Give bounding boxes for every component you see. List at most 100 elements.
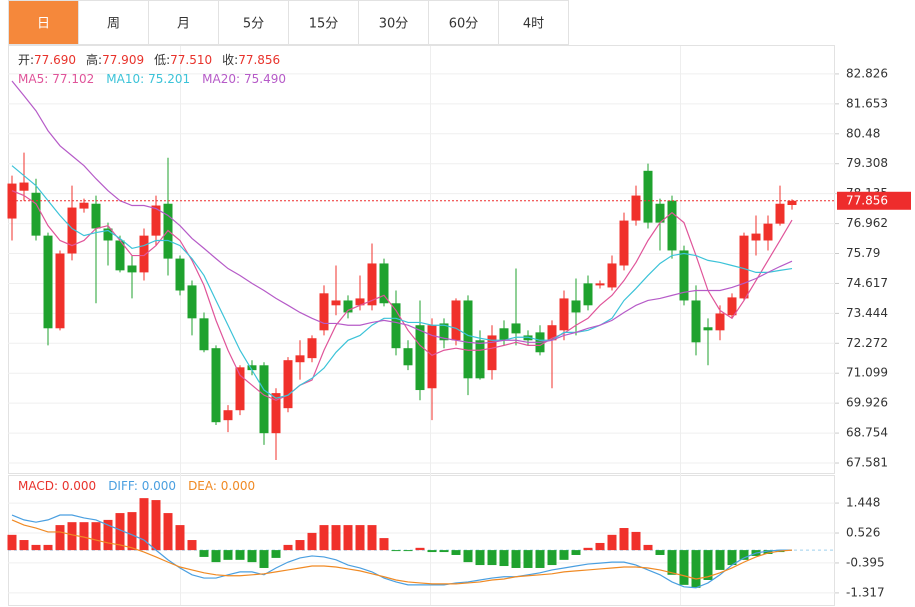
tab-label[interactable]: 30分 bbox=[379, 17, 409, 32]
candle-body bbox=[343, 300, 353, 313]
last-price-label: 77.856 bbox=[846, 193, 888, 207]
candle-body bbox=[43, 235, 53, 329]
indicator-line bbox=[11, 165, 793, 399]
macd-bar bbox=[259, 550, 269, 568]
macd-bar bbox=[631, 531, 641, 551]
tab-label[interactable]: 5分 bbox=[243, 17, 264, 32]
candle-body bbox=[679, 250, 689, 301]
macd-bar bbox=[451, 550, 461, 555]
main-panel-frame bbox=[8, 45, 835, 474]
candle-body bbox=[655, 203, 665, 223]
macd-bar bbox=[595, 542, 605, 551]
legend-value: 77.102 bbox=[52, 72, 94, 86]
candle-body bbox=[283, 360, 293, 409]
macd-bar bbox=[475, 550, 485, 566]
tab[interactable]: 日 bbox=[8, 0, 79, 45]
macd-bar bbox=[199, 550, 209, 557]
tab[interactable]: 15分 bbox=[288, 0, 359, 45]
candle-body bbox=[559, 298, 569, 331]
candle-body bbox=[523, 335, 533, 341]
macd-bar bbox=[643, 544, 653, 551]
candle-body bbox=[583, 283, 593, 306]
macd-bar bbox=[427, 550, 437, 553]
tab-bg[interactable] bbox=[498, 0, 569, 45]
tab-bg[interactable] bbox=[8, 0, 79, 45]
macd-bar bbox=[619, 528, 629, 551]
candle-body bbox=[175, 258, 185, 291]
tab-label[interactable]: 4时 bbox=[523, 17, 544, 32]
candle-body bbox=[775, 203, 785, 224]
macd-bar bbox=[571, 550, 581, 555]
macd-bar bbox=[247, 550, 257, 563]
macd-bar bbox=[511, 550, 521, 568]
y-tick-label: 81.653 bbox=[846, 96, 888, 110]
candle-body bbox=[91, 203, 101, 229]
candle-body bbox=[703, 327, 713, 331]
macd-bar bbox=[439, 550, 449, 553]
candle-body bbox=[619, 220, 629, 266]
macd-bar bbox=[223, 550, 233, 560]
candle-body bbox=[607, 263, 617, 288]
tab[interactable]: 30分 bbox=[358, 0, 429, 45]
macd-bar bbox=[523, 550, 533, 568]
macd-bar bbox=[283, 544, 293, 551]
macd-bar bbox=[547, 550, 557, 566]
candle-body bbox=[247, 365, 257, 371]
tab-label[interactable]: 15分 bbox=[309, 17, 339, 32]
ohlc-value: 77.909 bbox=[102, 53, 144, 67]
y-tick-label: -0.395 bbox=[846, 555, 885, 569]
macd-bar bbox=[103, 519, 113, 551]
candle-body bbox=[667, 200, 677, 251]
y-tick-label: 74.617 bbox=[846, 276, 888, 290]
candle-body bbox=[595, 283, 605, 286]
tab-label[interactable]: 月 bbox=[177, 17, 190, 32]
candle-body bbox=[355, 298, 365, 306]
candle-body bbox=[331, 300, 341, 306]
tab-bg[interactable] bbox=[218, 0, 289, 45]
macd-bar bbox=[175, 525, 185, 551]
tab-bg[interactable] bbox=[148, 0, 219, 45]
macd-bar bbox=[91, 522, 101, 551]
candle-body bbox=[187, 285, 197, 319]
macd-bar bbox=[691, 550, 701, 588]
tab-bg[interactable] bbox=[428, 0, 499, 45]
candle-body bbox=[271, 393, 281, 434]
macd-bar bbox=[763, 550, 773, 555]
macd-bar bbox=[331, 525, 341, 551]
tab-bg[interactable] bbox=[358, 0, 429, 45]
legend-value: 75.490 bbox=[244, 72, 286, 86]
candle-body bbox=[691, 300, 701, 343]
ohlc-value: 77.510 bbox=[170, 53, 212, 67]
tab-bg[interactable] bbox=[288, 0, 359, 45]
candle-body bbox=[427, 325, 437, 389]
candle-body bbox=[295, 355, 305, 363]
y-tick-label: 82.826 bbox=[846, 66, 888, 80]
tab[interactable]: 周 bbox=[78, 0, 149, 45]
macd-bar bbox=[727, 550, 737, 566]
tab-label[interactable]: 周 bbox=[107, 17, 120, 32]
tab[interactable]: 5分 bbox=[218, 0, 289, 45]
tab[interactable]: 4时 bbox=[498, 0, 569, 45]
candle-body bbox=[31, 192, 41, 236]
candle-body bbox=[319, 293, 329, 331]
macd-bar bbox=[355, 525, 365, 551]
macd-bar bbox=[163, 513, 173, 551]
candle-body bbox=[511, 323, 521, 334]
tab-label[interactable]: 日 bbox=[37, 17, 50, 32]
candle-body bbox=[103, 228, 113, 241]
candle-body bbox=[211, 348, 221, 423]
macd-bar bbox=[679, 550, 689, 585]
indicator-line bbox=[11, 519, 793, 585]
ohlc-value: 77.856 bbox=[238, 53, 280, 67]
tab[interactable]: 月 bbox=[148, 0, 219, 45]
y-tick-label: 68.754 bbox=[846, 426, 888, 440]
tab[interactable]: 60分 bbox=[428, 0, 499, 45]
tab-label[interactable]: 60分 bbox=[449, 17, 479, 32]
ohlc-value: 77.690 bbox=[34, 53, 76, 67]
macd-legend: MACD: 0.000 DIFF: 0.000 DEA: 0.000 bbox=[18, 479, 255, 493]
macd-bar bbox=[415, 547, 425, 551]
y-tick-label: 79.308 bbox=[846, 156, 888, 170]
candle-body bbox=[55, 253, 65, 329]
y-tick-label: 71.099 bbox=[846, 366, 888, 380]
